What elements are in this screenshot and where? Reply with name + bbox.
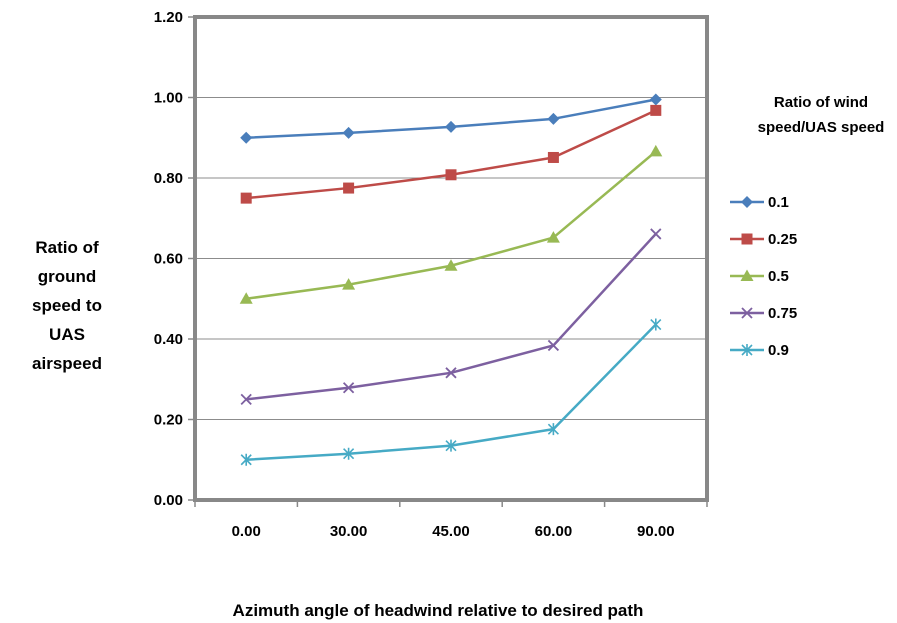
y-tick-label: 0.80 [154, 170, 183, 187]
x-tick-label: 60.00 [535, 523, 573, 540]
data-point-0.1-4 [649, 93, 662, 106]
y-tick-label: 0.20 [154, 412, 183, 429]
legend-swatch-marker-0.25 [741, 233, 753, 245]
legend-swatch-marker-0.1 [741, 196, 753, 208]
y-axis-title-line: ground [38, 267, 97, 286]
gridlines [195, 97, 707, 420]
x-axis-title: Azimuth angle of headwind relative to de… [233, 601, 644, 620]
y-tick-label: 0.40 [154, 331, 183, 348]
x-tick-label: 45.00 [432, 523, 470, 540]
y-axis-ticks: 0.00 0.20 0.40 0.60 0.80 1.00 1.20 [154, 9, 195, 509]
y-axis-title-line: Ratio of [35, 238, 99, 257]
y-axis-title: Ratio of ground speed to UAS airspeed [32, 238, 102, 373]
legend-swatch-marker-0.9 [741, 344, 753, 356]
y-axis-title-line: speed to [32, 296, 102, 315]
series-group [239, 93, 663, 466]
legend-label-0.9: 0.9 [768, 342, 789, 359]
data-point-0.9-0 [240, 453, 252, 466]
data-point-0.9-3 [547, 423, 559, 436]
data-point-0.1-3 [547, 112, 560, 125]
x-tick-label: 0.00 [232, 523, 261, 540]
x-axis-ticks: 0.00 30.00 45.00 60.00 90.00 [194, 500, 708, 540]
legend-label-0.5: 0.5 [768, 268, 789, 285]
legend-label-0.25: 0.25 [768, 231, 797, 248]
data-point-0.5-3 [546, 231, 560, 243]
y-axis-title-line: UAS [49, 325, 85, 344]
x-tick-label: 30.00 [330, 523, 368, 540]
legend-label-0.1: 0.1 [768, 194, 789, 211]
data-point-0.9-2 [445, 439, 457, 452]
data-point-0.9-1 [343, 447, 355, 460]
y-tick-label: 0.60 [154, 251, 183, 268]
data-point-0.5-1 [342, 278, 356, 290]
legend-title-line: speed/UAS speed [758, 119, 885, 136]
data-point-0.75-1 [342, 382, 355, 394]
data-point-0.1-0 [240, 131, 253, 144]
y-axis-title-line: airspeed [32, 354, 102, 373]
data-point-0.1-2 [445, 120, 457, 133]
data-point-0.75-4 [650, 228, 662, 240]
data-point-0.75-3 [547, 339, 560, 352]
data-point-0.25-3 [547, 151, 559, 163]
legend-title-line: Ratio of wind [774, 94, 868, 111]
data-point-0.5-2 [444, 259, 458, 271]
data-point-0.25-4 [650, 104, 662, 116]
y-tick-label: 1.20 [154, 9, 183, 26]
legend-label-0.75: 0.75 [768, 305, 797, 322]
legend-swatch-marker-0.75 [741, 307, 753, 319]
data-point-0.5-0 [239, 292, 253, 304]
data-point-0.25-0 [240, 192, 252, 204]
data-point-0.75-0 [240, 393, 252, 406]
y-tick-label: 1.00 [154, 90, 183, 107]
x-tick-label: 90.00 [637, 523, 675, 540]
data-point-0.9-4 [650, 318, 662, 331]
data-point-0.25-1 [343, 182, 355, 194]
legend: Ratio of wind speed/UAS speed 0.1 0.25 0.5 0.… [730, 94, 884, 359]
data-point-0.25-2 [445, 169, 457, 181]
y-tick-label: 0.00 [154, 492, 183, 509]
data-point-0.5-4 [649, 144, 663, 157]
data-point-0.1-1 [342, 126, 355, 139]
legend-swatch-marker-0.5 [740, 269, 754, 281]
data-point-0.75-2 [445, 367, 457, 379]
